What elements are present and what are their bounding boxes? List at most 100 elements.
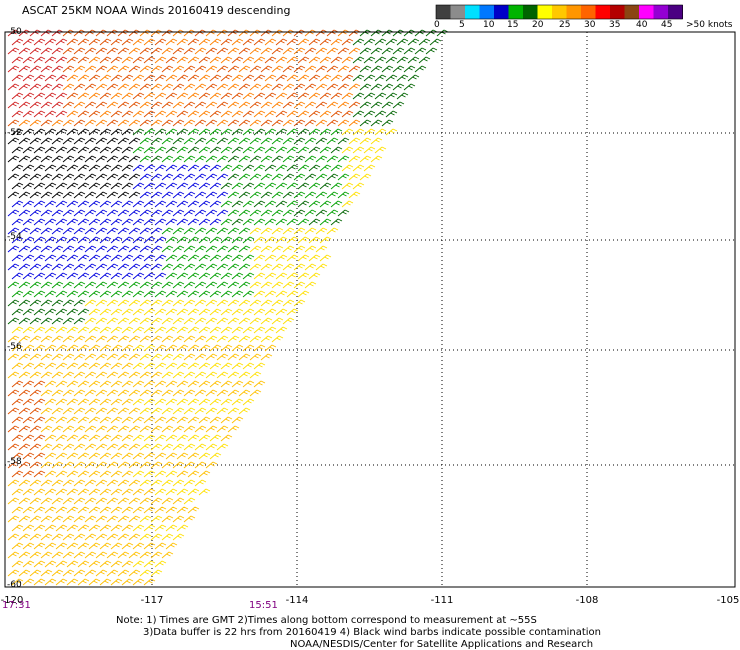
wind-barb [271, 227, 284, 235]
wind-barb [220, 380, 233, 388]
wind-barb [99, 290, 112, 298]
wind-barb [385, 92, 398, 100]
wind-barb [260, 335, 273, 343]
wind-barb [242, 236, 255, 244]
wind-barb [33, 200, 46, 208]
wind-barb [51, 155, 64, 163]
wind-barb [209, 290, 222, 298]
wind-barb [238, 263, 251, 271]
wind-barb [40, 317, 53, 325]
wind-barb [121, 470, 134, 478]
wind-barb [29, 47, 42, 55]
wind-barb [88, 182, 101, 190]
wind-barb [22, 254, 35, 262]
wind-barb [88, 272, 101, 280]
wind-barb [73, 119, 86, 127]
wind-barb [161, 227, 174, 235]
wind-barb [40, 389, 53, 397]
wind-barb [282, 101, 295, 109]
wind-barb [165, 542, 178, 550]
wind-barb [209, 272, 222, 280]
wind-barb [77, 290, 90, 298]
wind-barb [165, 74, 178, 82]
wind-barb [139, 515, 152, 523]
wind-barb [161, 263, 174, 271]
wind-barb [242, 92, 255, 100]
wind-barb [110, 182, 123, 190]
wind-barb [29, 497, 42, 505]
wind-barb [117, 83, 130, 91]
wind-barb [260, 317, 273, 325]
wind-barb [183, 425, 196, 433]
wind-barb [132, 506, 145, 514]
wind-barb [359, 155, 372, 163]
wind-barb [253, 362, 266, 370]
wind-barb [117, 101, 130, 109]
wind-barb [62, 335, 75, 343]
wind-barb [18, 281, 31, 289]
wind-barb [198, 146, 211, 154]
wind-barb [183, 497, 196, 505]
wind-barb [40, 443, 53, 451]
wind-barb [73, 227, 86, 235]
wind-barb [209, 128, 222, 136]
wind-barb [165, 146, 178, 154]
wind-barb [198, 362, 211, 370]
wind-barb [231, 110, 244, 118]
wind-barb [216, 443, 229, 451]
wind-barb [121, 146, 134, 154]
wind-barb [183, 245, 196, 253]
wind-barb [18, 551, 31, 559]
wind-barb [121, 344, 134, 352]
wind-barb [253, 254, 266, 262]
wind-barb [132, 470, 145, 478]
wind-barb [55, 398, 68, 406]
wind-barb [154, 182, 167, 190]
wind-barb [99, 506, 112, 514]
wind-barb [73, 389, 86, 397]
wind-barb [55, 578, 68, 586]
wind-barb [77, 380, 90, 388]
wind-barb [139, 461, 152, 469]
wind-barb [242, 56, 255, 64]
wind-barb [216, 47, 229, 55]
wind-barb [62, 389, 75, 397]
wind-barb [110, 272, 123, 280]
wind-barb [7, 407, 20, 415]
wind-barb [187, 218, 200, 226]
wind-barb [66, 38, 79, 46]
wind-barb [227, 317, 240, 325]
wind-barb [51, 371, 64, 379]
wind-barb [363, 92, 376, 100]
wind-barb [11, 434, 24, 442]
wind-barb [77, 452, 90, 460]
wind-barb [165, 182, 178, 190]
wind-barb [183, 65, 196, 73]
wind-barb [205, 191, 218, 199]
wind-barb [40, 155, 53, 163]
wind-barb [66, 182, 79, 190]
wind-barb [11, 56, 24, 64]
wind-barb [44, 524, 57, 532]
wind-barb [143, 506, 156, 514]
wind-barb [242, 290, 255, 298]
wind-barb [154, 200, 167, 208]
wind-barb [132, 488, 145, 496]
wind-barb [172, 281, 185, 289]
wind-barb [293, 155, 306, 163]
wind-barb [106, 245, 119, 253]
wind-barb [330, 164, 343, 172]
wind-barb [161, 461, 174, 469]
wind-barb [154, 146, 167, 154]
wind-barb [253, 308, 266, 316]
wind-barb [282, 119, 295, 127]
wind-barb [117, 479, 130, 487]
wind-barb [55, 380, 68, 388]
wind-barb [183, 389, 196, 397]
legend-swatch [465, 5, 480, 19]
wind-barb [282, 299, 295, 307]
wind-barb [11, 326, 24, 334]
wind-barb [264, 200, 277, 208]
wind-barb [154, 164, 167, 172]
wind-barb [106, 137, 119, 145]
